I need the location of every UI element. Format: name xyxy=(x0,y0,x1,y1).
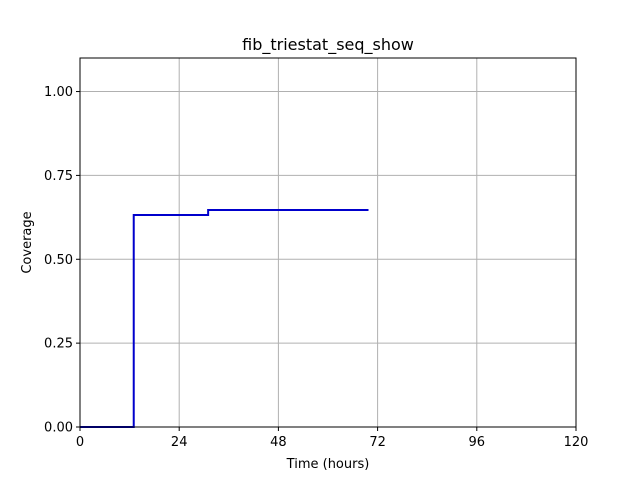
x-tick-label: 24 xyxy=(171,435,188,450)
series-layer xyxy=(80,208,369,428)
x-axis-ticks: 0 24 48 72 96 120 xyxy=(76,427,589,450)
plot-area-frame xyxy=(79,57,577,428)
chart-title: fib_triestat_seq_show xyxy=(242,35,414,55)
y-tick-label: 0.25 xyxy=(44,337,73,352)
y-tick-label: 0.50 xyxy=(44,253,73,268)
y-tick-label: 1.00 xyxy=(44,85,73,100)
x-tick-label: 72 xyxy=(369,435,386,450)
x-tick-label: 0 xyxy=(76,435,84,450)
y-axis-label: Coverage xyxy=(20,211,35,273)
x-tick-label: 96 xyxy=(469,435,486,450)
x-tick-label: 48 xyxy=(270,435,287,450)
grid-lines xyxy=(79,58,577,428)
y-tick-label: 0.00 xyxy=(44,421,73,436)
y-axis-ticks: 0.00 0.25 0.50 0.75 1.00 xyxy=(44,85,80,436)
y-tick-label: 0.75 xyxy=(44,169,73,184)
coverage-series-line xyxy=(80,208,369,428)
x-axis-label: Time (hours) xyxy=(286,457,370,472)
x-tick-label: 120 xyxy=(564,435,589,450)
